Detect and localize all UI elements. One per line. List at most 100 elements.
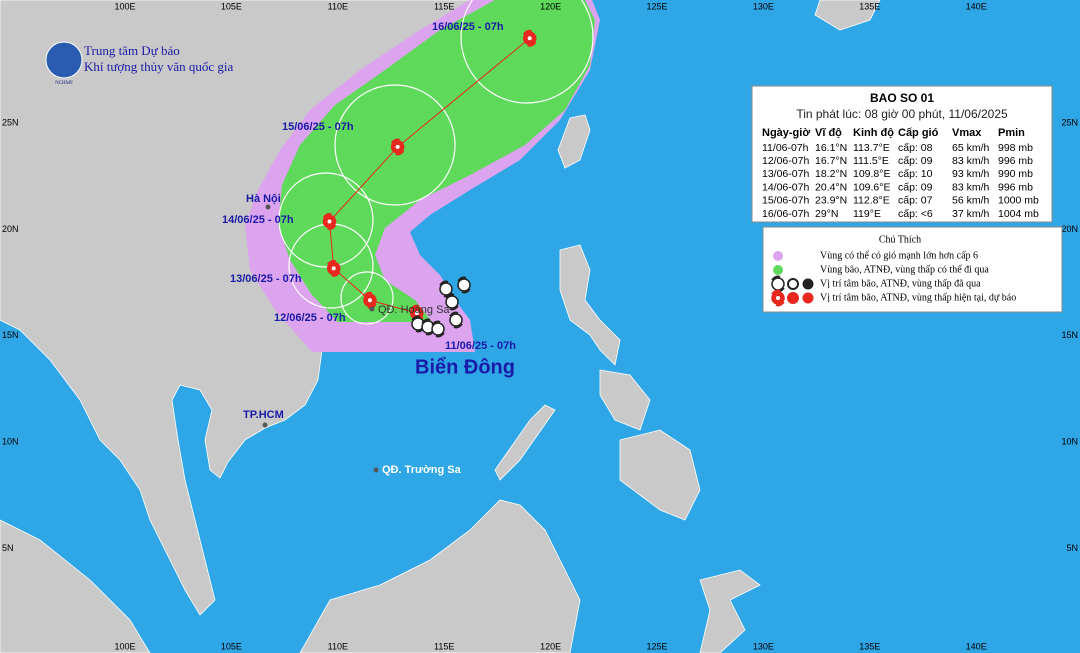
storm-eye [367, 298, 372, 303]
lon-label: 115E [434, 641, 454, 651]
table-cell: cấp: <6 [898, 208, 933, 220]
lon-label: 120E [540, 1, 561, 11]
mindanao [619, 429, 701, 521]
table-cell: 109.6°E [853, 181, 890, 193]
storm-eye [436, 327, 440, 331]
logo-abbr: NCHMF [55, 81, 73, 86]
lon-label: 115E [434, 1, 454, 11]
lon-label: 125E [646, 641, 667, 651]
storm-eye [414, 311, 419, 316]
table-cell: 16.7°N [815, 155, 847, 167]
storm-eye [450, 300, 454, 304]
table-cell: cấp: 09 [898, 155, 933, 167]
uncertainty-circles [278, 0, 594, 325]
table-cell: 14/06-07h [762, 181, 809, 193]
lon-label: 130E [753, 1, 774, 11]
table-cell: 83 km/h [952, 155, 990, 167]
table-cell: 109.8°E [853, 168, 890, 180]
table-cell: cấp: 09 [898, 181, 933, 193]
lon-label: 140E [966, 641, 987, 651]
storm-swirl [431, 320, 445, 338]
storm-eye [454, 318, 458, 322]
place-label: QĐ. Hoàng Sa [378, 304, 450, 316]
table-cell: 998 mb [998, 142, 1033, 154]
sulawesi [699, 569, 761, 653]
legend-item: Vùng bão, ATNĐ, vùng thấp có thể đi qua [820, 264, 989, 275]
place-label: Hà Nội [246, 193, 281, 205]
table-cell: 20.4°N [815, 181, 847, 193]
legend-icon [787, 292, 799, 304]
logo-line: Trung tâm Dự báo [84, 43, 180, 58]
track-label: 12/06/25 - 07h [274, 312, 346, 324]
lat-label: 25N [1061, 117, 1078, 127]
place-label: TP.HCM [243, 409, 284, 421]
circle [334, 84, 456, 206]
storm-swirl [771, 289, 785, 307]
storm-eye [776, 296, 780, 300]
table-cell: 1004 mb [998, 208, 1039, 220]
table-cell: 16/06-07h [762, 208, 809, 220]
storm-eye [416, 322, 420, 326]
lon-label: 105E [221, 1, 242, 11]
lat-label: 10N [1061, 437, 1078, 447]
legend-icon [802, 292, 814, 304]
legend: Chú Thích Vùng có thể có gió mạnh lớn hơ… [762, 226, 1063, 313]
island-dot [373, 467, 379, 473]
legend-icons [771, 275, 814, 307]
lon-label: 125E [646, 1, 667, 11]
legend-icon [802, 278, 814, 290]
storm-eye [327, 219, 332, 224]
lon-label: 130E [753, 641, 774, 651]
table-cell: 93 km/h [952, 168, 990, 180]
storm-swirl [327, 259, 341, 277]
lat-label: 15N [2, 330, 19, 340]
track-label: 16/06/25 - 07h [432, 21, 504, 33]
table-cell: 65 km/h [952, 142, 990, 154]
table-header: Vmax [952, 127, 982, 139]
table-header: Kinh độ [853, 127, 894, 139]
city-dot [262, 422, 268, 428]
legend-swatch [773, 265, 783, 275]
storm-eye [462, 283, 466, 287]
lon-label: 135E [859, 641, 880, 651]
storm-zone [278, 0, 595, 322]
storm-eye [331, 266, 336, 271]
bulletin-title: BAO SO 01 [870, 91, 934, 105]
track-label: 14/06/25 - 07h [222, 214, 294, 226]
table-cell: 37 km/h [952, 208, 990, 220]
track-line [328, 37, 531, 314]
circle [340, 271, 394, 325]
circle [460, 0, 594, 104]
track [322, 29, 537, 322]
bulletin-table: Ngày-giờ Vĩ độ Kinh độ Cấp gió Vmax Pmin 11/06… [762, 127, 1039, 220]
lon-label: 110E [328, 641, 348, 651]
table-cell: 56 km/h [952, 195, 990, 207]
table-cell: 996 mb [998, 155, 1033, 167]
legend-icon [787, 278, 799, 290]
lon-label: 110E [328, 1, 348, 11]
city-dot [265, 204, 271, 210]
storm-swirl [522, 29, 537, 47]
bulletin-panel [751, 85, 1053, 223]
storm-eye [395, 144, 400, 149]
lon-label: 135E [859, 1, 880, 11]
visayas [599, 369, 651, 431]
storm-eye [426, 325, 430, 329]
table-cell: 18.2°N [815, 168, 847, 180]
legend-title: Chú Thích [879, 234, 921, 245]
borneo [299, 499, 581, 653]
luzon [559, 244, 621, 366]
track-label: 11/06/25 - 07h [445, 340, 516, 352]
storm-swirl [445, 293, 459, 311]
table-cell: 1000 mb [998, 195, 1039, 207]
table-cell: 990 mb [998, 168, 1033, 180]
legend-item: Vùng có thể có gió mạnh lớn hơn cấp 6 [820, 250, 978, 261]
legend-swatch [773, 251, 783, 261]
table-header: Cấp gió [898, 127, 939, 139]
past-positions [411, 276, 471, 338]
japan-islands [814, 0, 881, 31]
table-cell: 111.5°E [853, 155, 889, 167]
bulletin-box: BAO SO 01 Tin phát lúc: 08 giờ 00 phút, … [751, 85, 1053, 223]
sumatra [0, 519, 151, 653]
